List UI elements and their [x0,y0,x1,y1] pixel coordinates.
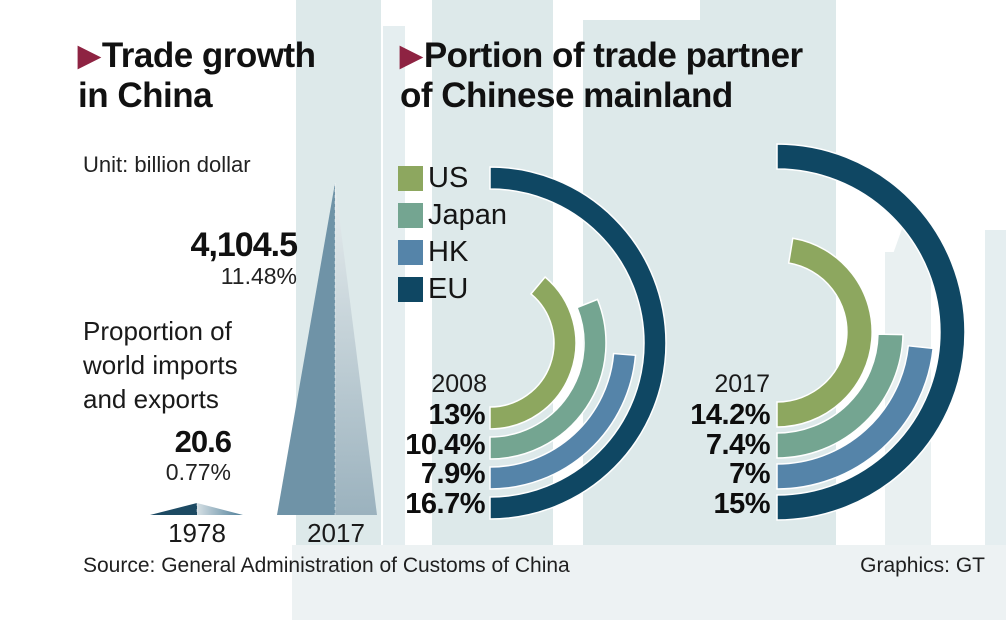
donut-2008-us-pct: 13% [428,399,485,431]
legend-label-japan: Japan [428,199,508,231]
legend-item-eu: EU [398,274,507,305]
value-1978: 20.6 [174,424,232,459]
source-credit: Source: General Administration of Custom… [83,554,570,577]
value-2017: 4,104.5 [190,226,298,264]
title-arrow-icon: ▶ [78,40,100,72]
donut-2008-year: 2008 [431,370,487,398]
legend-swatch-japan [398,203,423,228]
right-chart-title-text: Portion of trade partner of Chinese main… [400,36,803,115]
donut-2017-year: 2017 [714,370,770,398]
legend-label-eu: EU [428,273,469,305]
left-chart-title: ▶Trade growth in China [78,36,408,115]
right-chart-title: ▶Portion of trade partner of Chinese mai… [400,36,920,115]
legend-item-hk: HK [398,237,507,268]
donut-2017-us-pct: 14.2% [690,399,770,431]
share-1978: 0.77% [165,459,231,485]
axis-year-1978: 1978 [168,518,226,548]
graphics-credit: Graphics: GT [860,554,985,577]
background-tower [885,252,931,578]
donut-2008-japan-pct: 10.4% [405,429,485,461]
background-building-bar [985,230,1006,578]
legend-label-hk: HK [428,236,469,268]
legend-swatch-us [398,166,423,191]
background-building-bar [383,26,405,578]
donut-2017-eu-pct: 15% [713,488,770,520]
title-arrow-icon: ▶ [400,40,422,72]
donut-2017-hk-pct: 7% [729,458,770,490]
background-bottom-strip [292,545,1006,620]
axis-year-2017: 2017 [307,518,365,548]
legend-label-us: US [428,162,469,194]
legend: US Japan HK EU [398,163,507,311]
legend-swatch-eu [398,277,423,302]
proportion-note: Proportion of world imports and exports [83,316,238,414]
donut-2008-eu-pct: 16.7% [405,488,485,520]
legend-item-us: US [398,163,507,194]
donut-2008-hk-pct: 7.9% [420,458,486,490]
donut-2017-japan-pct: 7.4% [705,429,771,461]
left-chart-title-text: Trade growth in China [78,36,316,115]
legend-swatch-hk [398,240,423,265]
unit-label: Unit: billion dollar [83,152,251,177]
background-tower-spire [893,212,923,254]
legend-item-japan: Japan [398,200,507,231]
share-2017: 11.48% [220,263,297,289]
